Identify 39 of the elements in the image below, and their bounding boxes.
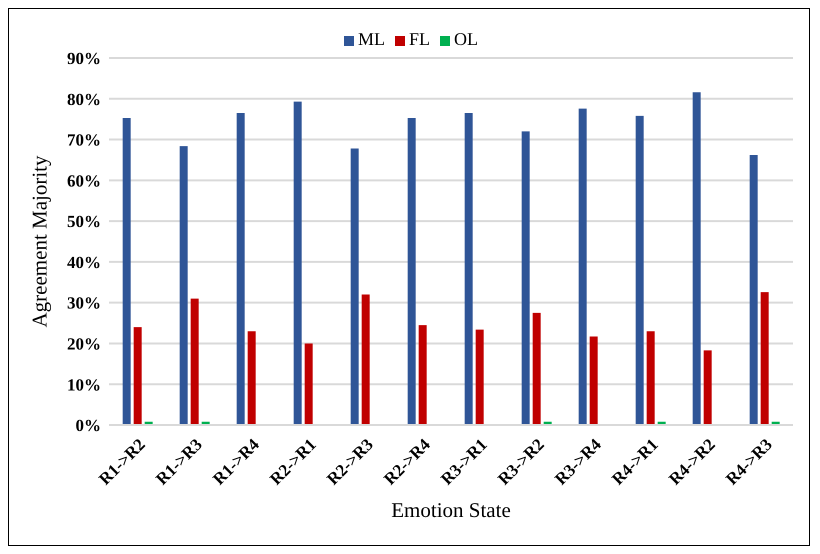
y-tick-label: 20% (67, 334, 101, 354)
bar (636, 116, 644, 425)
bar (236, 113, 245, 425)
bar (294, 102, 302, 425)
bar (760, 292, 769, 425)
bar (750, 155, 758, 425)
y-tick-label: 80% (67, 90, 101, 109)
y-tick-label: 70% (67, 130, 101, 150)
y-tick-label: 30% (67, 294, 101, 313)
bar (692, 92, 701, 425)
bar (646, 331, 655, 425)
bar (522, 131, 530, 425)
bar (464, 113, 473, 425)
bar (304, 343, 313, 425)
bar (362, 294, 370, 425)
bar (180, 146, 188, 425)
y-tick-label: 50% (67, 212, 101, 232)
y-tick-label: 60% (67, 171, 101, 190)
bar (134, 327, 142, 425)
y-tick-label: 10% (67, 375, 101, 394)
y-tick-label: 0% (76, 416, 101, 436)
bar (476, 330, 484, 425)
bar (704, 350, 712, 425)
legend-label: ML (358, 29, 385, 49)
bar (408, 118, 416, 425)
bar (590, 336, 598, 425)
y-tick-label: 90% (67, 49, 101, 68)
legend-label: FL (408, 29, 430, 49)
bar (248, 331, 256, 425)
y-tick-label: 40% (67, 252, 101, 272)
bar (122, 118, 131, 425)
bar (190, 298, 199, 425)
y-axis-title: Agreement Majority (27, 154, 52, 328)
bar (578, 108, 587, 425)
legend-label: OL (454, 29, 478, 49)
bar (350, 148, 359, 425)
x-axis-title: Emotion State (391, 498, 511, 522)
bar (418, 325, 427, 425)
bar (532, 312, 541, 425)
